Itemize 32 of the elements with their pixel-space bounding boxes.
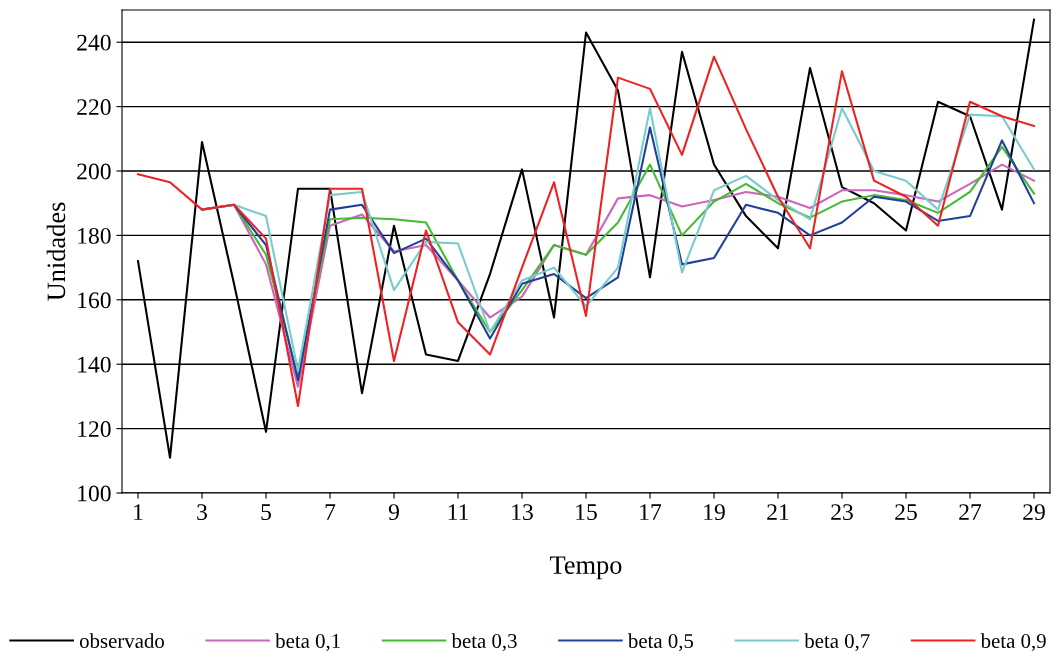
x-axis-title: Tempo — [550, 556, 622, 580]
y-tick-label: 100 — [78, 485, 111, 502]
x-tick-label: 27 — [959, 504, 982, 520]
x-tick-label: 9 — [388, 504, 399, 521]
y-tick-label: 200 — [77, 163, 111, 180]
y-tick-label: 220 — [77, 99, 111, 116]
x-tick-label: 17 — [640, 504, 662, 520]
x-tick-label: 15 — [576, 504, 597, 521]
y-tick-label: 120 — [78, 421, 111, 438]
x-tick-label: 11 — [448, 504, 468, 520]
line-series — [136, 55, 1036, 408]
legend-label: beta 0,3 — [451, 633, 517, 652]
x-tick-label: 7 — [325, 504, 336, 520]
x-tick-label: 23 — [831, 504, 853, 521]
x-tick-label: 13 — [512, 504, 533, 521]
y-tick-label: 140 — [78, 356, 111, 373]
y-axis-title: Unidades — [46, 202, 66, 301]
x-tick-label: 19 — [704, 504, 725, 521]
y-tick-label: 160 — [78, 292, 111, 309]
legend-label: beta 0,7 — [804, 633, 870, 652]
legend-label: beta 0,1 — [275, 633, 340, 652]
y-tick-label: 180 — [78, 227, 111, 244]
x-tick-label: 5 — [261, 504, 271, 521]
x-tick-label: 25 — [895, 504, 917, 521]
legend-label: observado — [79, 633, 164, 649]
x-tick-label: 1 — [134, 504, 143, 520]
legend-label: beta 0,5 — [627, 633, 694, 652]
x-tick-label: 21 — [767, 504, 789, 520]
legend-label: beta 0,9 — [980, 633, 1046, 652]
x-tick-label: 29 — [1023, 504, 1045, 521]
y-tick-label: 240 — [77, 34, 111, 51]
x-tick-label: 3 — [197, 504, 207, 521]
